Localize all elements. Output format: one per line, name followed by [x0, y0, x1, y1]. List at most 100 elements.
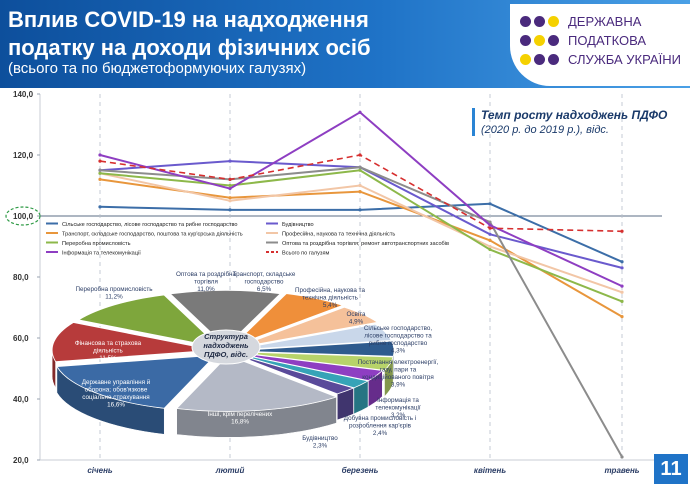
- tax-service-logo: ДЕРЖАВНА ПОДАТКОВА СЛУЖБА УКРАЇНИ: [510, 4, 690, 86]
- series-line: [99, 160, 623, 269]
- series-point: [488, 220, 492, 224]
- baseline-highlight: [5, 206, 41, 226]
- series-point: [488, 232, 492, 236]
- pie-slice: [231, 340, 395, 357]
- series-point: [358, 208, 362, 212]
- logo-dot-icon: [520, 35, 531, 46]
- pie-slice: [233, 306, 379, 349]
- x-tick-label: лютий: [215, 466, 245, 475]
- pie-slice-value: 11,0%: [197, 286, 215, 293]
- slide-title: Вплив COVID-19 на надходження податку на…: [8, 7, 371, 60]
- series-point: [98, 205, 102, 209]
- series-point: [358, 165, 362, 169]
- y-tick-label: 120,0: [13, 151, 34, 160]
- series-point: [228, 183, 232, 188]
- pie-slice-label: Державне управління й: [82, 378, 151, 386]
- pie-slice-label: Фінансова та страхова: [75, 339, 142, 347]
- x-tick-label: травень: [604, 466, 639, 475]
- legend-label: Транспорт, складське господарство, пошто…: [62, 232, 243, 238]
- pie-slice-value: 4,9%: [349, 319, 364, 326]
- chart-note-title: Темп росту надходжень ПДФО: [481, 108, 668, 122]
- pie-slice-label: оборона; обов'язкове: [85, 386, 148, 394]
- series-point: [228, 177, 232, 181]
- pie-slice-value: 16,6%: [107, 402, 125, 409]
- slide-subtitle: (всього та по бюджетоформуючих галузях): [8, 60, 307, 77]
- series-point: [228, 196, 232, 200]
- series-point: [98, 168, 102, 172]
- pie-slice-value: 2,4%: [373, 430, 388, 437]
- series-point: [488, 247, 492, 252]
- series-line: [99, 111, 623, 288]
- chart-note-subtitle: (2020 р. до 2019 р.), відс.: [481, 124, 609, 136]
- y-tick-label: 100,0: [13, 212, 34, 221]
- series-point: [228, 186, 232, 191]
- pie-title-line: Структура: [204, 332, 248, 341]
- pie-slice: [175, 354, 338, 412]
- series-point: [98, 159, 102, 163]
- pie-slice-label: Освіта: [346, 310, 366, 318]
- legend-label: Сільське господарство, лісове господарст…: [62, 222, 238, 228]
- pie-slice-label: соціальне страхування: [82, 393, 149, 401]
- series-point: [620, 266, 624, 270]
- pie-slice-label: газу, пари та: [380, 367, 417, 374]
- pie-slice-label: телекомунікації: [375, 404, 420, 412]
- series-point: [620, 290, 624, 294]
- pie-slice: [169, 290, 282, 348]
- series-point: [358, 183, 362, 188]
- pie-slice-label: господарство: [244, 279, 284, 286]
- pie-slice-value: 3,2%: [391, 412, 406, 419]
- legend-label: Переробна промисловість: [62, 241, 131, 247]
- series-point: [228, 159, 232, 163]
- logo-dot-icon: [534, 16, 545, 27]
- pie-slice: [231, 351, 394, 371]
- series-point: [228, 208, 232, 212]
- series-point: [98, 153, 102, 157]
- logo-dot-icon: [520, 16, 531, 27]
- pie-slice-label: Інші, крім перелічених: [208, 410, 273, 418]
- series-point: [98, 177, 102, 181]
- pie-center: [191, 329, 261, 365]
- pie-slice-value: 4,3%: [391, 348, 406, 355]
- series-point: [228, 199, 232, 203]
- pie-slice: [231, 323, 392, 351]
- pie-slice-value: 5,4%: [323, 302, 338, 309]
- pie-slice-label: діяльність: [93, 347, 123, 355]
- pie-slice-label: торгівля: [194, 278, 218, 286]
- logo-text-line2: ПОДАТКОВА: [568, 33, 647, 48]
- x-tick-label: березень: [342, 466, 379, 475]
- logo-dot-icon: [548, 54, 559, 65]
- pie-slice: [231, 293, 344, 347]
- page-number: 11: [654, 454, 688, 484]
- pie-slice-value: 16,8%: [231, 419, 249, 426]
- pie-title-line: ПДФО, відс.: [204, 350, 248, 359]
- pie-slice-value: 2,3%: [313, 443, 328, 450]
- pie-slice-label: Будівництво: [302, 434, 338, 442]
- pie-slice-value: 11,2%: [105, 294, 123, 301]
- logo-dot-icon: [548, 35, 559, 46]
- pie-slice: [77, 294, 221, 349]
- series-point: [488, 202, 492, 206]
- pie-slice: [56, 354, 217, 409]
- legend-label: Інформація та телекомунікації: [62, 251, 141, 257]
- pie-slice: [51, 322, 215, 363]
- pie-slice-label: кондиційованого повітря: [362, 373, 434, 381]
- series-point: [488, 223, 492, 227]
- pie-slice-label: Постачання електроенергії,: [358, 358, 439, 366]
- logo-text-line3: СЛУЖБА УКРАЇНИ: [568, 52, 681, 67]
- logo-dot-icon: [534, 35, 545, 46]
- series-point: [358, 153, 362, 157]
- legend-label: Будівництво: [282, 222, 314, 228]
- series-point: [620, 299, 624, 303]
- chart-note: Темп росту надходжень ПДФО (2020 р. до 2…: [472, 108, 667, 136]
- series-point: [358, 168, 362, 172]
- pie-slice: [228, 351, 355, 395]
- series-point: [620, 284, 624, 288]
- series-point: [620, 315, 624, 319]
- series-point: [488, 226, 492, 230]
- slide-header: Вплив COVID-19 на надходження податку на…: [0, 0, 690, 88]
- pie-slice-label: Добувна промисловість і: [344, 414, 416, 422]
- pie-slice-value: 3,9%: [391, 382, 406, 389]
- series-point: [358, 190, 362, 194]
- series-point: [358, 110, 362, 114]
- pie-slice-label: Професійна, наукова та: [295, 286, 365, 294]
